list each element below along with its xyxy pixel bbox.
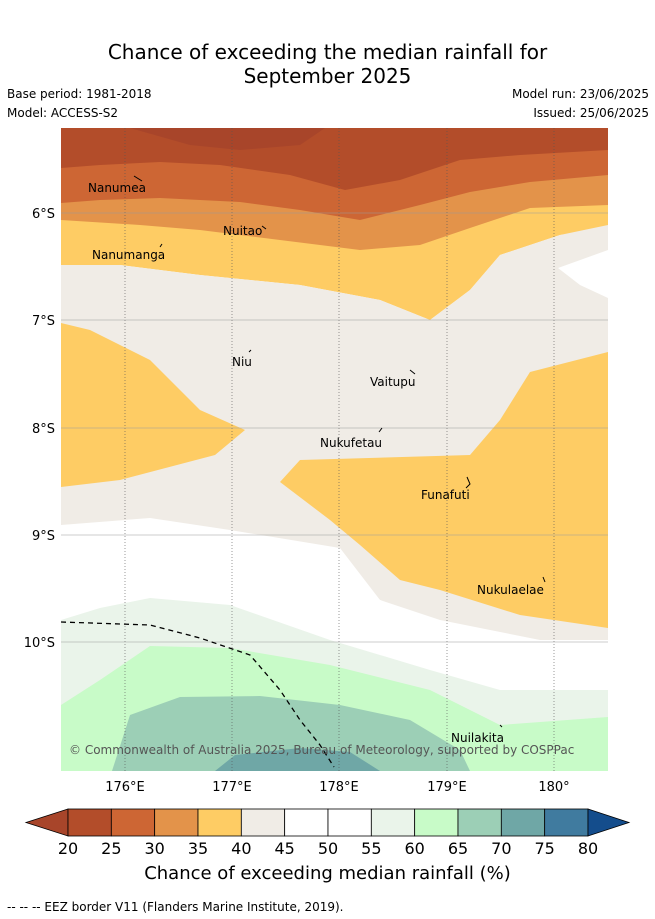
colorbar-segment [327,808,372,837]
colorbar-tick-label: 65 [448,839,468,858]
colorbar-tick-label: 35 [188,839,208,858]
colorbar-tick-label: 40 [231,839,251,858]
colorbar-tick-label: 25 [101,839,121,858]
lon-tick-label: 180° [538,780,569,795]
colorbar-tick-label: 55 [361,839,381,858]
place-label: Nuilakita [451,731,504,745]
colorbar-segment [544,808,589,837]
contour-band-35-40-west [61,323,245,487]
place-label: Nukufetau [320,436,382,450]
base-period: Base period: 1981-2018 [7,87,152,101]
issued-date: Issued: 25/06/2025 [533,106,649,120]
eez-legend: -- -- -- EEZ border V11 (Flanders Marine… [7,900,344,914]
lat-tick-label: 7°S [32,314,55,329]
place-label: Funafuti [421,488,470,502]
lat-tick-label: 6°S [32,207,55,222]
contour-band-below-20 [130,128,325,150]
lon-tick-label: 177°E [212,780,252,795]
map-title: Chance of exceeding the median rainfall … [0,40,655,88]
place-label: Nanumanga [92,248,165,262]
colorbar-tick-label: 75 [534,839,554,858]
lon-tick-label: 176°E [105,780,145,795]
lon-tick-label: 178°E [319,780,359,795]
contour-band-50-55-east [558,250,608,298]
colorbar-segment [67,808,112,837]
contour-band-70-75 [215,748,380,771]
lat-axis: 6°S 7°S 8°S 9°S 10°S [24,207,55,651]
colorbar-segment [110,808,156,837]
colorbar-segment [414,808,459,837]
colorbar-extend-low [24,808,69,837]
place-label: Nukulaelae [477,583,544,597]
place-label: Nanumea [88,181,146,195]
lon-axis: 176°E 177°E 178°E 179°E 180° [105,780,569,795]
model-name: Model: ACCESS-S2 [7,106,119,120]
colorbar-tick-label: 45 [274,839,294,858]
model-run: Model run: 23/06/2025 [511,87,649,101]
title-line-1: Chance of exceeding the median rainfall … [107,40,548,64]
colorbar-segment [284,808,329,837]
place-label: Nuitao [223,224,262,238]
lon-tick-label: 179°E [427,780,467,795]
colorbar-segment [457,808,502,837]
place-label: Vaitupu [370,375,416,389]
colorbar: 20 25 30 35 40 45 50 55 60 65 70 75 80 [24,808,631,858]
colorbar-tick-label: 20 [58,839,78,858]
island-marks [133,175,546,728]
lat-gridlines [61,212,608,643]
lat-tick-label: 8°S [32,422,55,437]
colorbar-segment [500,808,546,837]
colorbar-segment [197,808,242,837]
lat-tick-label: 10°S [24,636,55,651]
colorbar-tick-label: 60 [404,839,424,858]
colorbar-tick-label: 70 [491,839,511,858]
contour-band-45-55 [61,518,608,695]
eez-border [61,621,335,768]
lat-tick-label: 9°S [32,529,55,544]
colorbar-segment [240,808,286,837]
colorbar-tick-label: 30 [144,839,164,858]
colorbar-segment [370,808,416,837]
copyright-text: © Commonwealth of Australia 2025, Bureau… [69,743,574,757]
colorbar-tick-label: 80 [578,839,598,858]
colorbar-label: Chance of exceeding median rainfall (%) [144,863,511,884]
colorbar-tick-label: 50 [318,839,338,858]
contour-band-65-70 [112,696,470,771]
title-line-2: September 2025 [243,64,412,88]
contour-layers: Nanumea Nuitao Nanumanga Niu Vaitupu Nuk… [61,128,608,771]
place-label: Niu [232,355,252,369]
gridlines [124,128,555,771]
contour-band-35-40-east [280,352,608,628]
colorbar-segment [154,808,199,837]
colorbar-extend-high [587,808,631,837]
